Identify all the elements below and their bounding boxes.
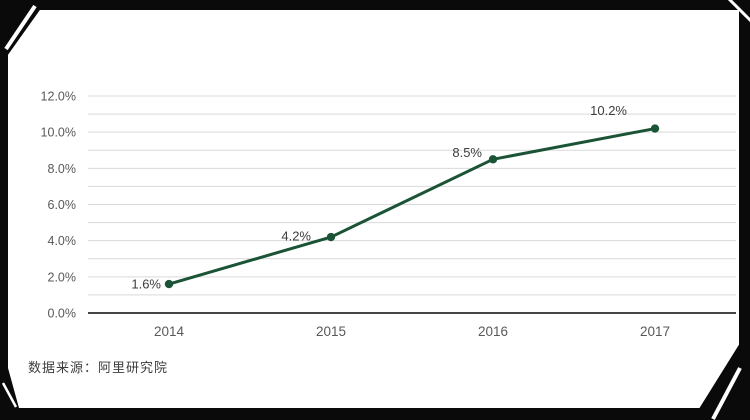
- corner-decoration-bottom-right-icon: [692, 327, 750, 420]
- data-point-marker: [650, 124, 660, 133]
- x-tick-label: 2014: [154, 324, 185, 339]
- corner-slash: [1, 382, 18, 408]
- x-tick-label: 2015: [316, 324, 346, 339]
- frame-left-edge: [0, 0, 8, 420]
- corner-slash: [711, 367, 742, 420]
- y-tick-label: 12.0%: [41, 90, 76, 104]
- data-label: 4.2%: [281, 229, 311, 244]
- y-tick-label: 2.0%: [48, 270, 77, 284]
- y-tick-label: 0.0%: [48, 307, 77, 321]
- corner-band: [692, 327, 750, 420]
- x-tick-label: 2017: [640, 324, 670, 339]
- corner-decoration-top-right-icon: [727, 0, 750, 23]
- corner-decoration-top-left-icon: [0, 0, 47, 66]
- y-tick-label: 8.0%: [48, 162, 77, 176]
- data-point-marker: [164, 279, 174, 289]
- data-label: 8.5%: [452, 145, 482, 160]
- x-tick-label: 2016: [478, 324, 508, 339]
- series-line: [167, 127, 657, 286]
- frame-bottom-edge: [0, 408, 750, 420]
- data-label: 10.2%: [590, 103, 627, 118]
- frame-top-edge: [0, 0, 750, 10]
- y-tick-label: 6.0%: [48, 198, 77, 212]
- y-tick-label: 4.0%: [48, 234, 77, 248]
- corner-slash: [727, 0, 750, 23]
- corner-band: [0, 0, 47, 66]
- source-note: 数据来源：阿里研究院: [28, 360, 169, 375]
- data-point-marker: [326, 232, 336, 242]
- frame-right-edge: [739, 0, 750, 420]
- corner-slash: [4, 4, 37, 51]
- data-label: 1.6%: [131, 277, 161, 292]
- data-point-marker: [488, 155, 498, 164]
- corner-band: [0, 368, 19, 408]
- y-tick-label: 10.0%: [41, 126, 76, 140]
- corner-decoration-bottom-left-icon: [0, 368, 19, 408]
